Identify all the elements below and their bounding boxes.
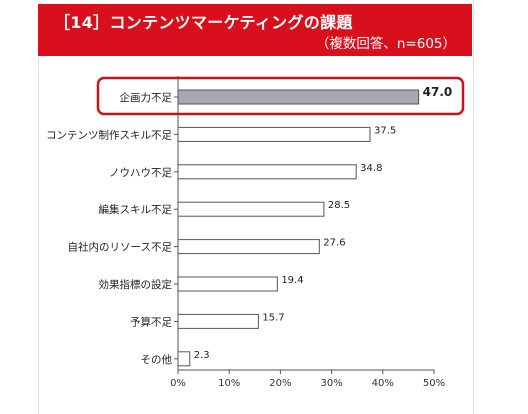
category-label: 自社内のリソース不足 (68, 241, 173, 254)
category-label: 企画力不足 (120, 91, 173, 104)
bar (177, 201, 325, 217)
bar (177, 239, 320, 255)
bar (177, 164, 357, 180)
value-label: 28.5 (328, 200, 350, 211)
x-tick-label: 40% (372, 378, 394, 389)
bar (177, 89, 420, 105)
x-tick-label: 10% (218, 378, 240, 389)
chart-header: ［14］コンテンツマーケティングの課題 （複数回答、n=605） (38, 4, 472, 56)
x-tick-label: 20% (269, 378, 291, 389)
bar (177, 276, 278, 292)
value-label: 2.3 (194, 350, 210, 361)
value-label: 34.8 (360, 163, 382, 174)
category-label: 予算不足 (130, 315, 172, 328)
bar (177, 126, 371, 142)
category-label: コンテンツ制作スキル不足 (46, 128, 172, 141)
category-label: ノウハウ不足 (109, 167, 172, 179)
value-label: 27.6 (323, 238, 345, 249)
bar (177, 351, 191, 367)
chart-title: ［14］コンテンツマーケティングの課題 (54, 13, 353, 32)
x-tick-label: 30% (320, 378, 342, 389)
x-tick-label: 0% (170, 378, 186, 389)
chart-subtitle: （複数回答、n=605） (315, 36, 456, 52)
category-label: 編集スキル不足 (99, 203, 173, 216)
value-label: 47.0 (423, 85, 453, 99)
x-tick-label: 50% (423, 378, 445, 389)
highlight-box (96, 76, 465, 116)
value-label: 15.7 (262, 312, 284, 323)
category-label: その他 (141, 353, 173, 366)
value-label: 37.5 (374, 125, 396, 136)
value-label: 19.4 (281, 275, 303, 286)
category-label: 効果指標の設定 (99, 278, 173, 291)
bar (177, 313, 259, 329)
